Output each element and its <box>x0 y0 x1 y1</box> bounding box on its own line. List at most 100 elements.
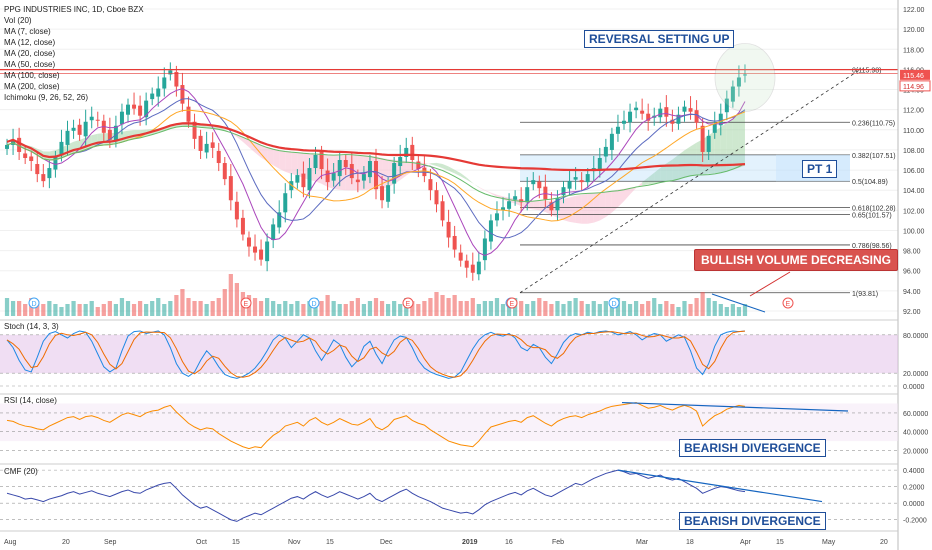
cloud-segment <box>267 147 274 166</box>
price-tick-label: 96.00 <box>903 269 921 276</box>
candle-body <box>156 88 161 97</box>
volume-bar <box>180 289 185 316</box>
legend-item: MA (20, close) <box>4 49 56 58</box>
price-tick-label: 92.00 <box>903 309 921 316</box>
candle-body <box>234 201 239 220</box>
candle-body <box>682 106 687 112</box>
volume-bar <box>585 304 590 316</box>
fib-level-label: 0.618(102.28) <box>852 206 896 213</box>
candle-body <box>77 124 82 135</box>
volume-bar <box>428 298 433 316</box>
time-tick-label: 20 <box>880 539 888 546</box>
candle-body <box>41 174 46 182</box>
stoch-label: Stoch (14, 3, 3) <box>4 322 59 331</box>
volume-bar <box>488 301 494 316</box>
volume-bar <box>53 304 58 316</box>
volume-bar <box>289 304 294 316</box>
volume-bar <box>222 289 227 316</box>
candle-body <box>355 179 360 183</box>
legend-item: MA (50, close) <box>4 60 56 69</box>
cmf-panel: 0.4000 0.2000 0.0000 -0.2000 <box>0 463 927 525</box>
candle-body <box>543 186 548 200</box>
volume-bar <box>664 301 669 316</box>
volume-bar <box>682 301 687 316</box>
candle-body <box>119 111 124 125</box>
volume-bar <box>422 301 427 316</box>
panel-line <box>6 469 746 522</box>
time-tick-label: Dec <box>380 539 393 546</box>
cloud-segment <box>442 164 449 171</box>
volume-bar <box>736 307 742 316</box>
candle-body <box>603 146 608 157</box>
volume-bar <box>452 295 457 316</box>
volume-bar <box>458 301 463 316</box>
price-tick-label: 108.00 <box>903 148 925 155</box>
volume-bar <box>676 307 681 316</box>
target-zone <box>520 154 776 182</box>
volume-bar <box>640 304 645 316</box>
panel-tick-label: 40.0000 <box>903 430 928 437</box>
candle-body <box>319 151 324 170</box>
volume-bar <box>150 301 155 316</box>
cloud-segment <box>587 192 594 224</box>
candle-body <box>126 104 130 115</box>
volume-bar <box>482 301 487 316</box>
candle-body <box>688 108 693 112</box>
volume-bar <box>216 298 221 316</box>
candle-body <box>343 160 348 168</box>
candle-body <box>5 144 10 149</box>
cloud-segment <box>291 152 298 176</box>
volume-bar <box>174 295 179 316</box>
volume-bar <box>537 298 542 316</box>
volume-bar <box>500 304 506 316</box>
ma7-line <box>6 88 746 257</box>
candle-body <box>736 77 741 87</box>
volume-bar <box>192 301 197 316</box>
volume-bar <box>252 298 258 316</box>
cmf-label: CMF (20) <box>4 467 38 476</box>
candle-body <box>700 125 705 152</box>
candle-body <box>337 160 342 177</box>
candle-body <box>253 246 258 253</box>
candle-body <box>730 86 735 102</box>
cloud-segment <box>230 132 237 137</box>
panel-tick-label: 0.0000 <box>903 384 925 391</box>
price-tick-label: 120.00 <box>903 27 925 34</box>
volume-bar <box>210 301 215 316</box>
event-marker <box>28 297 40 309</box>
candle-body <box>724 98 729 113</box>
cloud-segment <box>672 154 679 181</box>
candle-body <box>628 111 633 123</box>
event-marker <box>782 297 794 309</box>
fib-level-label: 0.5(104.89) <box>852 179 888 186</box>
candle-body <box>676 114 681 124</box>
cloud-segment <box>617 188 624 208</box>
time-tick-label: 15 <box>232 539 240 546</box>
candle-body <box>567 181 572 189</box>
cloud-segment <box>460 173 467 180</box>
candle-body <box>89 116 94 121</box>
candle-body <box>23 153 28 158</box>
fibonacci-levels: 0(115.98) 0.236(110.75) 0.382(107.51) 0.5(1… <box>520 68 896 298</box>
cloud-segment <box>581 193 588 224</box>
divergence-line <box>621 401 849 412</box>
cloud-segment <box>261 145 268 162</box>
volume-pointer <box>749 271 791 297</box>
indicator-legend: PPG INDUSTRIES INC, 1D, Cboe BZX Vol (20)… <box>4 4 144 103</box>
last-price-label: 115.46 <box>903 73 924 80</box>
candle-body <box>29 156 34 162</box>
volume-bar <box>633 301 639 316</box>
event-marker-label: E <box>510 301 515 308</box>
trend-line <box>519 69 861 294</box>
cloud-segment <box>563 197 570 222</box>
time-tick-label: Aug <box>4 539 17 546</box>
candle-body <box>361 174 366 181</box>
candle-body <box>283 193 288 213</box>
volume-bar <box>125 301 131 316</box>
volume-bar <box>234 283 239 316</box>
candle-body <box>313 154 318 169</box>
candle-body <box>271 224 276 241</box>
volume-bar <box>646 301 651 316</box>
volume-bar <box>343 304 348 316</box>
